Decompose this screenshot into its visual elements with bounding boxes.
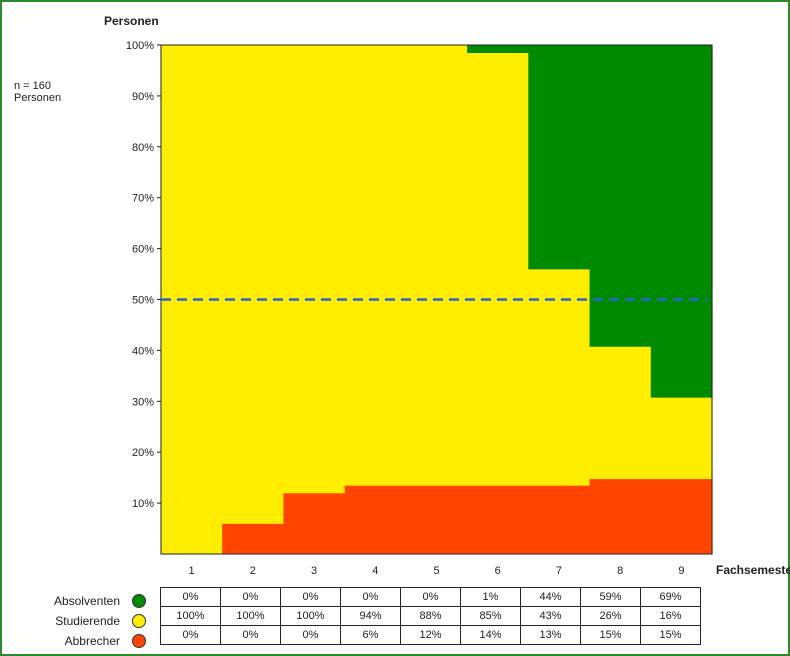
y-axis-title: Personen [104, 14, 159, 28]
x-tick-label: 1 [189, 565, 195, 577]
table-cell: 94% [340, 606, 401, 626]
sample-size-count: n = 160 [14, 80, 52, 92]
y-tick-label: 30% [132, 396, 154, 408]
x-tick-label: 7 [556, 565, 562, 577]
area-segment-studierende-5 [405, 45, 468, 486]
x-tick-label: 5 [433, 565, 439, 577]
table-cell: 0% [340, 587, 401, 607]
table-row: 100% 100% 100% 94% 88% 85% 43% 26% 16% [160, 606, 701, 626]
x-tick-label: 4 [372, 565, 378, 577]
area-segment-studierende-7 [528, 268, 591, 486]
data-table: 0% 0% 0% 0% 0% 1% 44% 59% 69% 100% 100% 100% 94% 88% 8… [160, 587, 701, 645]
table-cell: 100% [220, 606, 281, 626]
table-cell: 15% [580, 625, 641, 645]
table-cell: 69% [640, 587, 701, 607]
area-segment-studierende-9 [650, 397, 713, 480]
sample-size-note: n = 160 Personen [14, 80, 61, 104]
area-segment-absolventen-7 [528, 45, 591, 270]
area-segment-absolventen-6 [467, 45, 529, 54]
table-cell: 0% [160, 587, 221, 607]
area-segment-absolventen-9 [650, 45, 713, 398]
table-cell: 100% [160, 606, 221, 626]
x-tick-label: 3 [311, 565, 317, 577]
x-tick-label: 2 [250, 565, 256, 577]
area-segment-abbrecher-5 [405, 485, 468, 555]
table-cell: 100% [280, 606, 341, 626]
area-segment-studierende-6 [467, 52, 529, 486]
area-segment-abbrecher-6 [467, 485, 529, 555]
table-cell: 16% [640, 606, 701, 626]
stacked-area-chart: 10% 20% 30% 40% 50% 60% 70% 80% 90% 100% 1 2 3 4 5 6 7 8 9 [126, 40, 713, 577]
table-row: 0% 0% 0% 0% 0% 1% 44% 59% 69% [160, 587, 701, 607]
y-tick-label: 80% [132, 142, 154, 154]
sample-size-unit: Personen [14, 92, 62, 104]
legend-dot-studierende [132, 614, 146, 628]
y-tick-label: 20% [132, 447, 154, 459]
area-segment-studierende-8 [589, 346, 652, 480]
y-tick-label: 90% [132, 91, 154, 103]
table-row: 0% 0% 0% 6% 12% 14% 13% 15% 15% [160, 625, 701, 645]
table-cell: 0% [280, 625, 341, 645]
legend-dot-absolventen [132, 594, 146, 608]
area-segment-studierende-2 [222, 45, 285, 524]
area-segment-abbrecher-8 [589, 478, 652, 555]
y-tick-label: 70% [132, 193, 154, 205]
table-cell: 1% [460, 587, 521, 607]
x-tick-label: 6 [495, 565, 501, 577]
area-segment-absolventen-8 [589, 45, 652, 347]
x-axis-title: Fachsemester [716, 563, 790, 577]
y-tick-label: 50% [132, 295, 154, 307]
table-cell: 85% [460, 606, 521, 626]
area-segment-abbrecher-3 [283, 492, 346, 555]
table-cell: 14% [460, 625, 521, 645]
y-tick-label: 60% [132, 244, 154, 256]
table-cell: 0% [280, 587, 341, 607]
legend-label-studierende: Studierende [55, 614, 120, 628]
x-tick-label: 8 [617, 565, 623, 577]
table-cell: 0% [220, 625, 281, 645]
table-cell: 0% [220, 587, 281, 607]
y-tick-label: 40% [132, 345, 154, 357]
legend-dot-abbrecher [132, 634, 146, 648]
table-cell: 6% [340, 625, 401, 645]
area-segment-studierende-4 [344, 45, 407, 486]
legend-label-abbrecher: Abbrecher [64, 634, 120, 648]
area-segment-abbrecher-2 [222, 523, 285, 555]
x-tick-label: 9 [678, 565, 684, 577]
area-segment-abbrecher-9 [650, 478, 713, 555]
area-segment-studierende-3 [283, 45, 346, 494]
table-cell: 44% [520, 587, 581, 607]
table-cell: 59% [580, 587, 641, 607]
area-segment-abbrecher-7 [528, 485, 591, 555]
legend-label-absolventen: Absolventen [53, 594, 120, 608]
table-cell: 26% [580, 606, 641, 626]
table-cell: 15% [640, 625, 701, 645]
y-tick-label: 10% [132, 498, 154, 510]
table-cell: 43% [520, 606, 581, 626]
y-tick-label: 100% [126, 40, 154, 52]
table-cell: 0% [400, 587, 461, 607]
table-cell: 88% [400, 606, 461, 626]
table-cell: 0% [160, 625, 221, 645]
table-cell: 12% [400, 625, 461, 645]
area-segment-abbrecher-4 [344, 485, 407, 555]
table-cell: 13% [520, 625, 581, 645]
